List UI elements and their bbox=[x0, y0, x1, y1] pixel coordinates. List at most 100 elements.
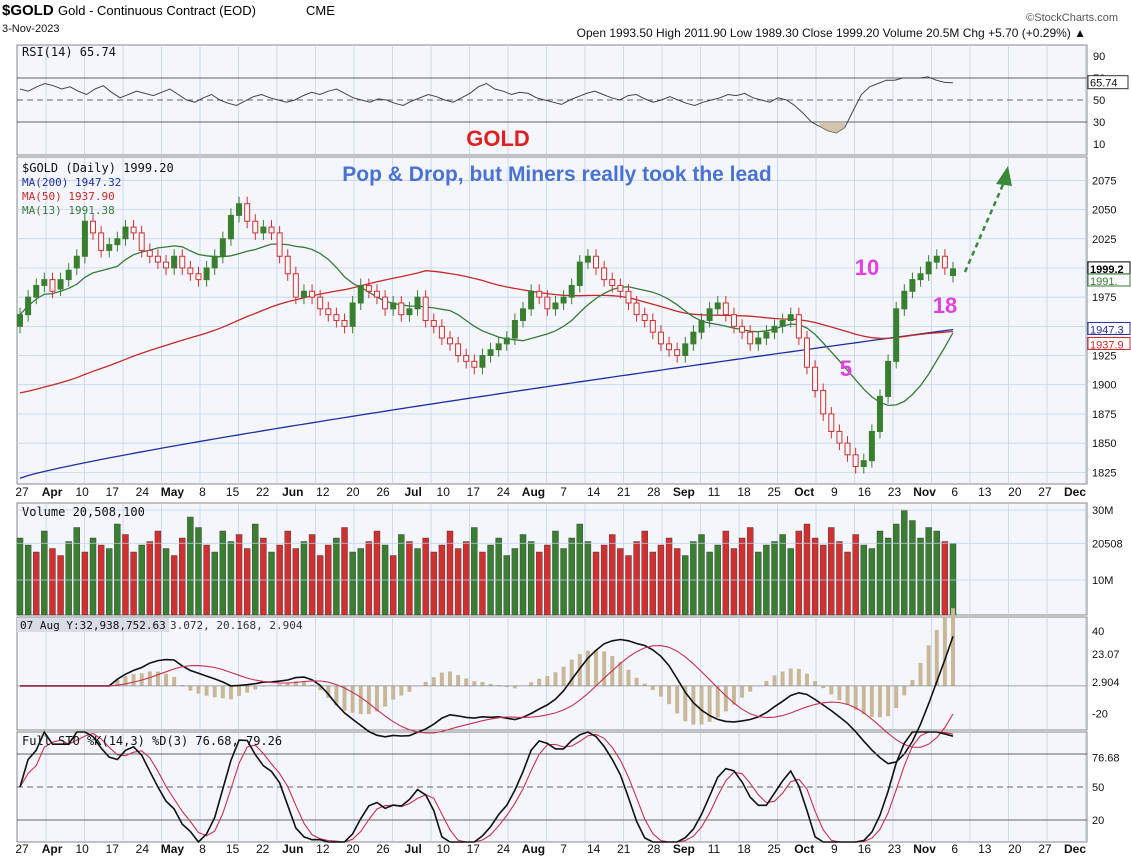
x-tick-label: Oct bbox=[794, 485, 814, 499]
volume-bar bbox=[454, 548, 462, 616]
macd-hover-label: 07 Aug Y:32,938,752.63 bbox=[20, 619, 166, 632]
rsi-last-box bbox=[1087, 75, 1129, 90]
annotation-subtitle: Pop & Drop, but Miners really took the l… bbox=[342, 163, 771, 186]
volume-bar bbox=[503, 555, 510, 616]
candle-body bbox=[495, 343, 502, 351]
volume-bar bbox=[114, 523, 121, 616]
volume-bar bbox=[154, 530, 162, 616]
candle-body bbox=[187, 267, 194, 275]
macd-histogram-bar bbox=[504, 685, 509, 688]
volume-bar bbox=[300, 541, 308, 616]
candle-body bbox=[219, 238, 226, 257]
x-tick-label: 10 bbox=[75, 842, 89, 856]
volume-bar bbox=[893, 523, 900, 616]
x-tick-label: Oct bbox=[794, 842, 814, 856]
candle-body bbox=[917, 273, 924, 281]
volume-bar bbox=[463, 541, 470, 616]
candle-body bbox=[300, 290, 307, 298]
candle-body bbox=[803, 337, 810, 368]
macd-histogram-bar bbox=[196, 685, 201, 694]
x-tick-label: Nov bbox=[913, 485, 936, 499]
macd-y-tick: 40 bbox=[1092, 626, 1104, 638]
candle-body bbox=[479, 355, 486, 368]
x-tick-label: 17 bbox=[467, 842, 481, 856]
candle-body bbox=[706, 308, 713, 322]
volume-bar bbox=[682, 555, 689, 616]
candle-body bbox=[325, 308, 332, 316]
source-watermark: ©StockCharts.com bbox=[1026, 12, 1118, 24]
volume-bar bbox=[803, 523, 811, 616]
macd-line bbox=[20, 636, 954, 765]
sto-k-line bbox=[19, 730, 954, 844]
macd-histogram-bar bbox=[431, 677, 436, 686]
candle-body bbox=[203, 267, 210, 281]
candle-body bbox=[349, 302, 356, 327]
volume-bar bbox=[471, 527, 478, 616]
candle-body bbox=[341, 320, 348, 327]
candle-body bbox=[365, 284, 372, 292]
macd-hover-box bbox=[17, 618, 169, 632]
volume-bar bbox=[698, 534, 705, 616]
macd-histogram-bar bbox=[253, 685, 258, 690]
macd-histogram-bar bbox=[537, 678, 542, 686]
sto-y-tick: 20 bbox=[1092, 815, 1104, 827]
x-tick-label: 27 bbox=[1038, 842, 1052, 856]
macd-histogram-bar bbox=[569, 659, 574, 686]
candle-body bbox=[163, 261, 170, 269]
candle-body bbox=[146, 249, 153, 257]
candle-body bbox=[390, 302, 397, 310]
x-tick-label: Sep bbox=[673, 842, 695, 856]
macd-histogram-bar bbox=[334, 685, 339, 706]
volume-bar bbox=[779, 534, 786, 616]
macd-histogram-bar bbox=[358, 685, 363, 714]
symbol-title: $GOLD bbox=[2, 2, 54, 19]
macd-histogram-bar bbox=[155, 671, 160, 686]
volume-bar bbox=[406, 541, 413, 616]
chart-panels: 27 Apr 10 17 24 May 8 15 22 Jun 12 20 26 Jul 10 17 24 Aug… bbox=[15, 44, 1131, 856]
candle-body bbox=[568, 284, 575, 298]
candle-body bbox=[382, 296, 389, 310]
candle-body bbox=[49, 279, 56, 292]
candle-body bbox=[236, 203, 243, 216]
volume-bar bbox=[917, 537, 924, 616]
volume-bar bbox=[49, 548, 56, 616]
x-tick-label: 6 bbox=[951, 842, 958, 856]
macd-histogram-bar bbox=[829, 685, 834, 695]
x-tick-label: 12 bbox=[316, 842, 330, 856]
volume-bar bbox=[349, 551, 356, 616]
volume-bar bbox=[722, 530, 730, 616]
macd-histogram-bar bbox=[626, 669, 631, 686]
macd-histogram-bar bbox=[650, 685, 655, 690]
volume-bar bbox=[909, 520, 916, 616]
macd-histogram-bar bbox=[821, 685, 826, 689]
candle-body bbox=[552, 302, 559, 310]
price-right-label: 1947.3 bbox=[1090, 324, 1124, 336]
x-tick-label: 14 bbox=[587, 842, 601, 856]
x-tick-label: 24 bbox=[136, 842, 150, 856]
price-y-tick: 1975 bbox=[1092, 292, 1116, 304]
candle-body bbox=[114, 238, 121, 246]
price-y-tick: 1900 bbox=[1092, 380, 1116, 392]
volume-bar bbox=[592, 551, 600, 616]
candle-body bbox=[763, 331, 770, 339]
x-tick-label: 13 bbox=[978, 485, 992, 499]
volume-bar bbox=[430, 551, 437, 616]
candle-body bbox=[909, 279, 916, 292]
macd-histogram-bar bbox=[894, 685, 899, 709]
candle-body bbox=[682, 343, 689, 357]
macd-histogram-bar bbox=[691, 685, 696, 725]
volume-bar bbox=[268, 551, 275, 616]
candle-body bbox=[860, 460, 867, 467]
x-tick-label: Jul bbox=[404, 842, 421, 856]
macd-histogram-bar bbox=[464, 678, 469, 686]
candle-body bbox=[714, 302, 721, 310]
x-tick-label: 26 bbox=[376, 842, 390, 856]
macd-histogram-bar bbox=[845, 685, 850, 705]
macd-histogram-bar bbox=[853, 685, 858, 710]
candle-body bbox=[244, 203, 251, 222]
volume-bar bbox=[162, 548, 170, 616]
candle-body bbox=[852, 454, 859, 467]
volume-bar bbox=[73, 527, 80, 616]
volume-bar bbox=[357, 548, 364, 616]
volume-bar bbox=[390, 555, 397, 616]
